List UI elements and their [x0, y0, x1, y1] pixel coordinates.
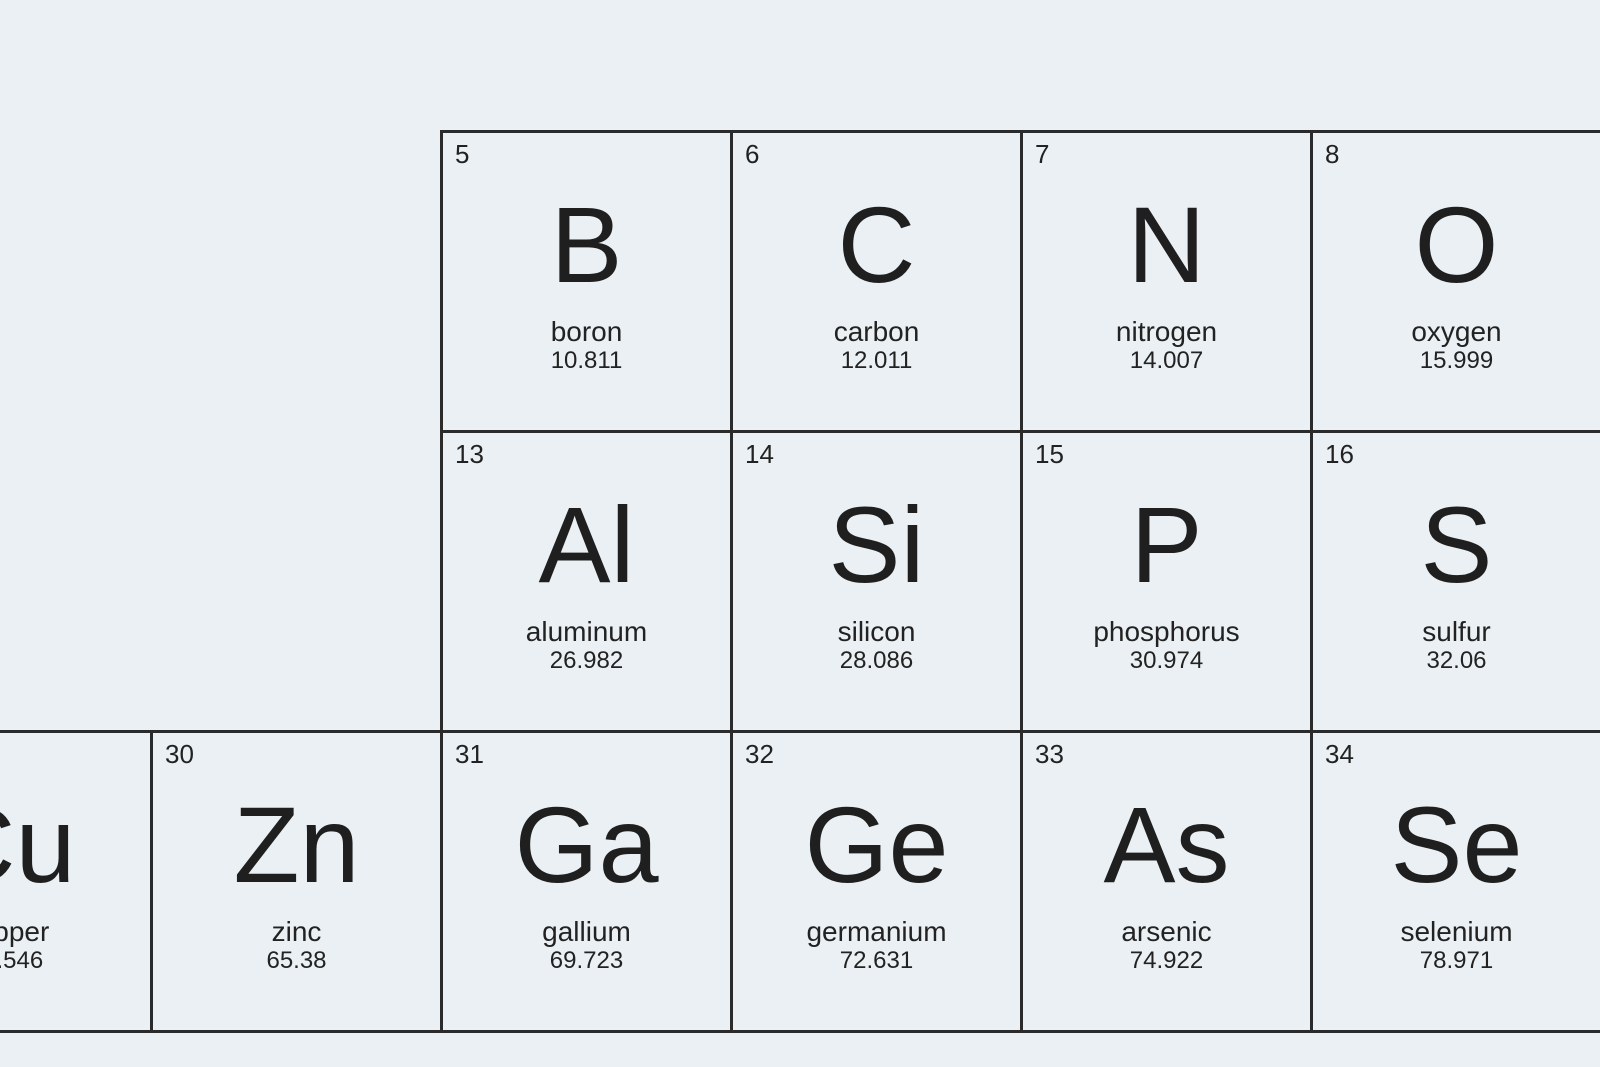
element-symbol: Cu: [0, 791, 76, 899]
element-cell-C: 6 Ccarbon12.011: [730, 130, 1023, 433]
atomic-number: 31: [455, 739, 484, 770]
atomic-number: 14: [745, 439, 774, 470]
atomic-mass: 10.811: [551, 348, 623, 374]
element-cell-Si: 14 Si silicon28.086: [730, 430, 1023, 733]
element-cell-N: 7 Nnitrogen14.007: [1020, 130, 1313, 433]
atomic-mass: 69.723: [550, 948, 623, 974]
element-symbol: Al: [538, 491, 634, 599]
periodic-table-section: 5 Bboron10.811 6 Ccarbon12.011 7 Nnitrogen14.…: [0, 0, 1600, 1067]
element-symbol: As: [1103, 791, 1229, 899]
element-symbol: N: [1128, 191, 1206, 299]
element-cell-Al: 13 Al aluminum26.982: [440, 430, 733, 733]
atomic-mass: 72.631: [840, 948, 913, 974]
element-symbol: Zn: [233, 791, 359, 899]
element-cell-B: 5 Bboron10.811: [440, 130, 733, 433]
element-name: phosphorus: [1093, 617, 1239, 646]
element-symbol: B: [550, 191, 622, 299]
atomic-mass: 65.38: [266, 948, 326, 974]
atomic-mass: 30.974: [1130, 648, 1203, 674]
atomic-number: 30: [165, 739, 194, 770]
atomic-mass: 63.546: [0, 948, 43, 974]
element-cell-As: 33 As arsenic74.922: [1020, 730, 1313, 1033]
element-name: carbon: [834, 317, 920, 346]
atomic-mass: 12.011: [841, 348, 913, 374]
atomic-mass: 15.999: [1420, 348, 1493, 374]
element-cell-S: 16 Ssulfur32.06: [1310, 430, 1600, 733]
element-name: sulfur: [1422, 617, 1490, 646]
element-name: zinc: [272, 917, 322, 946]
element-symbol: Si: [828, 491, 924, 599]
element-symbol: O: [1414, 191, 1498, 299]
atomic-mass: 32.06: [1426, 648, 1486, 674]
atomic-number: 8: [1325, 139, 1339, 170]
element-name: boron: [551, 317, 623, 346]
atomic-number: 6: [745, 139, 759, 170]
element-name: silicon: [838, 617, 916, 646]
element-cell-Se: 34 Se selenium78.971: [1310, 730, 1600, 1033]
element-name: selenium: [1400, 917, 1512, 946]
element-symbol: P: [1130, 491, 1202, 599]
element-name: gallium: [542, 917, 631, 946]
element-name: aluminum: [526, 617, 647, 646]
element-cell-Zn: 30 Zn zinc65.38: [150, 730, 443, 1033]
element-name: nitrogen: [1116, 317, 1217, 346]
element-name: copper: [0, 917, 49, 946]
element-cell-O: 8 Ooxygen15.999: [1310, 130, 1600, 433]
element-cell-Ge: 32 Ge germanium72.631: [730, 730, 1023, 1033]
atomic-number: 13: [455, 439, 484, 470]
element-symbol: C: [838, 191, 916, 299]
element-cell-Ga: 31 Ga gallium69.723: [440, 730, 733, 1033]
atomic-number: 7: [1035, 139, 1049, 170]
element-cell-Cu: Cu copper63.546: [0, 730, 153, 1033]
atomic-number: 33: [1035, 739, 1064, 770]
atomic-mass: 28.086: [840, 648, 913, 674]
atomic-number: 16: [1325, 439, 1354, 470]
element-name: germanium: [806, 917, 946, 946]
element-name: arsenic: [1121, 917, 1211, 946]
atomic-mass: 14.007: [1130, 348, 1203, 374]
element-symbol: Se: [1390, 791, 1522, 899]
element-cell-P: 15 Pphosphorus30.974: [1020, 430, 1313, 733]
atomic-number: 5: [455, 139, 469, 170]
element-symbol: Ga: [514, 791, 658, 899]
atomic-mass: 74.922: [1130, 948, 1203, 974]
element-symbol: S: [1420, 491, 1492, 599]
element-name: oxygen: [1411, 317, 1501, 346]
atomic-number: 32: [745, 739, 774, 770]
element-symbol: Ge: [804, 791, 948, 899]
atomic-number: 15: [1035, 439, 1064, 470]
atomic-mass: 26.982: [550, 648, 623, 674]
atomic-number: 34: [1325, 739, 1354, 770]
atomic-mass: 78.971: [1420, 948, 1493, 974]
